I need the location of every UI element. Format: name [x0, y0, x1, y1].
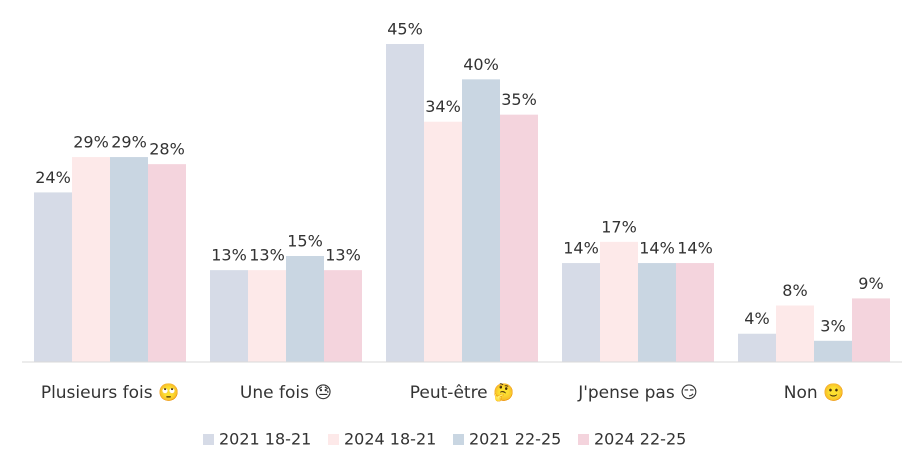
bar	[148, 164, 186, 362]
bar	[248, 270, 286, 362]
bar	[814, 340, 852, 362]
x-tick-label: Non 🙂	[784, 383, 844, 403]
value-label: 14%	[639, 239, 675, 258]
legend-swatch	[203, 434, 214, 445]
bar	[34, 192, 72, 362]
bar	[324, 270, 362, 362]
bar	[852, 298, 890, 362]
value-label: 34%	[425, 97, 461, 116]
value-label: 14%	[677, 239, 713, 258]
value-label: 9%	[858, 274, 883, 293]
value-label: 13%	[211, 246, 247, 265]
value-label: 29%	[111, 133, 147, 152]
bar	[638, 263, 676, 362]
value-label: 35%	[501, 90, 537, 109]
value-label: 29%	[73, 133, 109, 152]
value-label: 3%	[820, 316, 845, 335]
value-label: 40%	[463, 55, 499, 74]
value-label: 13%	[249, 246, 285, 265]
x-tick-label: Plusieurs fois 🙄	[41, 383, 179, 403]
value-label: 24%	[35, 168, 71, 187]
bar	[110, 157, 148, 362]
bar	[562, 263, 600, 362]
value-label: 13%	[325, 246, 361, 265]
bar	[424, 121, 462, 362]
bar	[72, 157, 110, 362]
legend-label: 2024 18-21	[344, 430, 436, 449]
legend-swatch	[328, 434, 339, 445]
value-label: 8%	[782, 281, 807, 300]
value-label: 14%	[563, 239, 599, 258]
legend-label: 2021 18-21	[219, 430, 311, 449]
legend-label: 2021 22-25	[469, 430, 561, 449]
bar	[210, 270, 248, 362]
legend-label: 2024 22-25	[594, 430, 686, 449]
value-label: 15%	[287, 232, 323, 251]
bar	[462, 79, 500, 362]
value-label: 28%	[149, 140, 185, 159]
x-tick-label: J'pense pas 😏	[577, 383, 698, 403]
legend-swatch	[453, 434, 464, 445]
bar	[600, 241, 638, 362]
value-label: 4%	[744, 309, 769, 328]
bar	[776, 305, 814, 362]
value-label: 17%	[601, 217, 637, 236]
bar	[386, 44, 424, 362]
x-tick-label: Peut-être 🤔	[410, 383, 514, 403]
value-label: 45%	[387, 20, 423, 39]
bar	[676, 263, 714, 362]
bar	[500, 114, 538, 363]
bar	[738, 333, 776, 362]
legend-swatch	[578, 434, 589, 445]
x-tick-label: Une fois 😓	[240, 383, 332, 403]
bar	[286, 256, 324, 362]
